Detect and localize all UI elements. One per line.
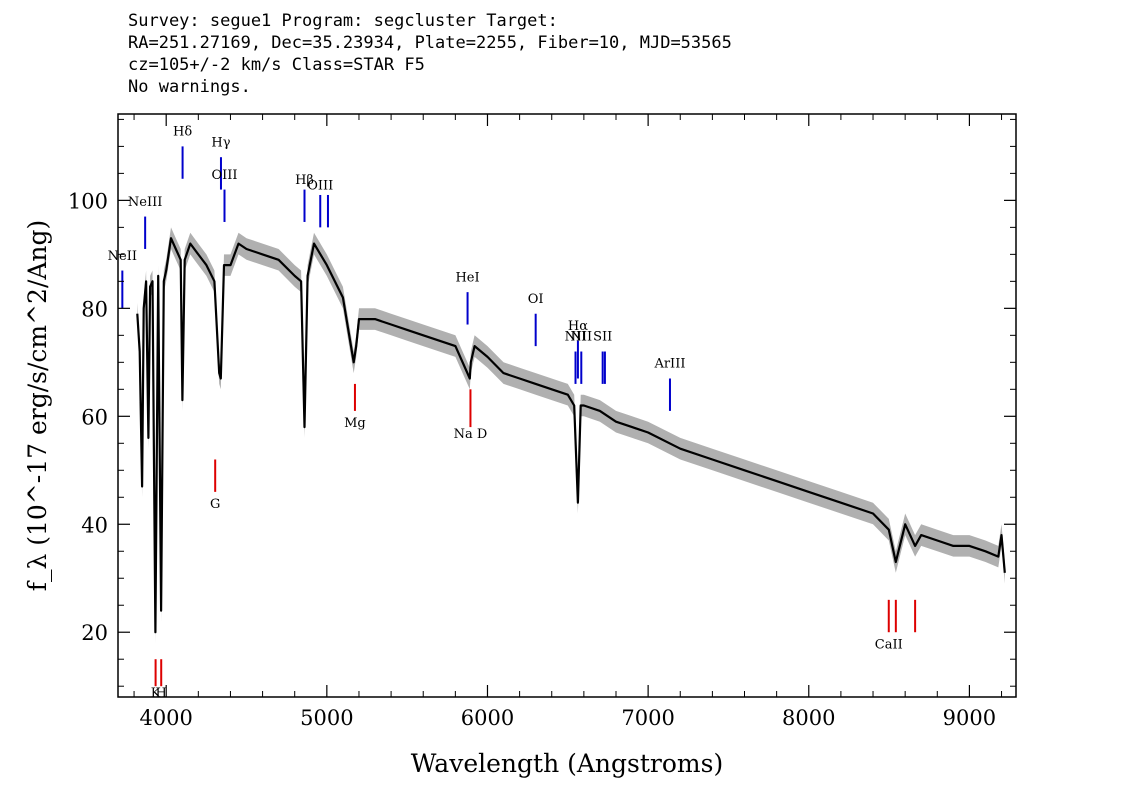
header-coordinates-line: RA=251.27169, Dec=35.23934, Plate=2255, … <box>128 33 732 53</box>
header-warnings-line: No warnings. <box>128 77 251 97</box>
line-marker-label-1: NeIII <box>128 195 162 210</box>
line-marker-label-5: Hβ <box>295 173 314 188</box>
line-marker-label-21: CaII <box>875 637 903 652</box>
line-marker-label-12: NII <box>570 330 592 345</box>
line-marker-label-2: Hδ <box>173 125 192 140</box>
y-tick-label: 100 <box>68 189 108 213</box>
error-band-layer <box>137 227 1005 643</box>
line-marker-label-3: Hγ <box>211 135 230 150</box>
x-tick-label: 6000 <box>461 706 514 730</box>
line-marker-label-4: OIII <box>211 168 237 183</box>
y-tick-label: 20 <box>81 621 108 645</box>
line-marker-label-15: ArIII <box>653 357 685 372</box>
header-redshift-line: cz=105+/-2 km/s Class=STAR F5 <box>128 55 425 75</box>
line-marker-label-17: H <box>156 686 167 701</box>
line-marker-label-16: K <box>151 686 161 701</box>
line-marker-label-10: NII <box>565 330 587 345</box>
x-tick-label: 7000 <box>621 706 674 730</box>
x-axis-title: Wavelength (Angstroms) <box>411 749 723 778</box>
y-tick-label: 40 <box>81 513 108 537</box>
axis-ticks-layer: 4000 5000 6000 7000 8000 9000 20 40 60 80 100 <box>68 114 1016 730</box>
line-marker-label-9: OI <box>528 292 544 307</box>
line-marker-label-11: Hα <box>568 319 588 334</box>
x-tick-label: 8000 <box>782 706 835 730</box>
flux-spectrum-line <box>136 237 1006 634</box>
line-marker-label-0: NeII <box>108 249 137 264</box>
flux-error-band <box>137 227 1005 643</box>
y-tick-label: 60 <box>81 405 108 429</box>
y-axis-title: f_λ (10^-17 erg/s/cm^2/Ang) <box>23 220 52 592</box>
x-tick-label: 5000 <box>300 706 353 730</box>
line-marker-label-8: HeI <box>455 270 479 285</box>
header-survey-line: Survey: segue1 Program: segcluster Targe… <box>128 11 558 31</box>
plot-frame <box>117 113 1017 698</box>
flux-layer <box>136 237 1006 634</box>
x-tick-label: 4000 <box>139 706 192 730</box>
x-tick-label: 9000 <box>943 706 996 730</box>
spectrum-header: Survey: segue1 Program: segcluster Targe… <box>128 10 732 98</box>
line-marker-label-13: SII <box>593 330 612 345</box>
line-marker-label-6: OIII <box>307 179 333 194</box>
line-marker-label-20: Na D <box>454 427 488 442</box>
y-tick-label: 80 <box>81 297 108 321</box>
line-marker-label-18: G <box>210 497 220 512</box>
line-marker-label-19: Mg <box>344 416 366 431</box>
